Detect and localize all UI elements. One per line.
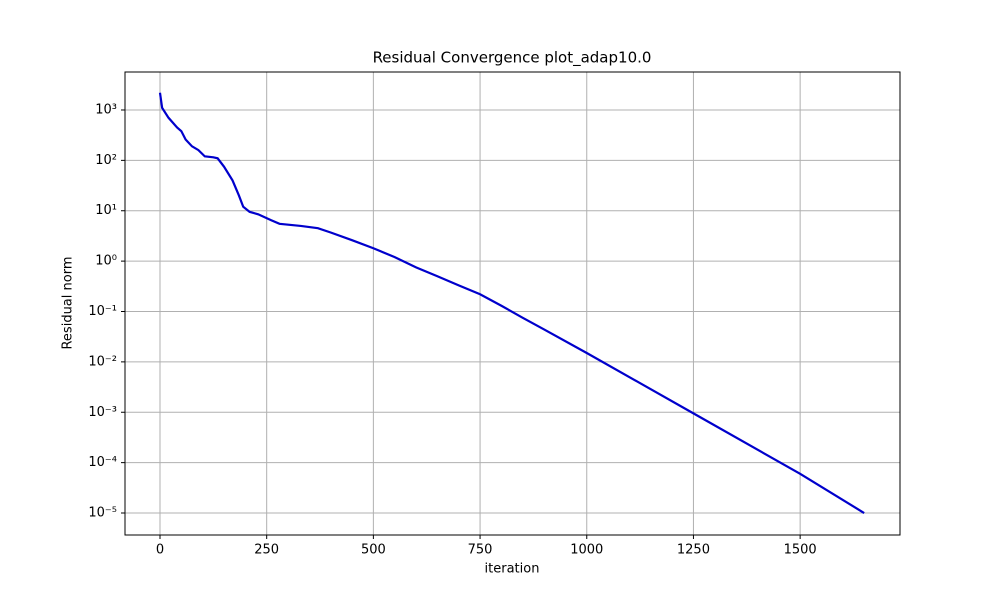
y-tick-label: 10⁰ [95,254,117,269]
x-tick-label: 500 [361,543,386,558]
chart-title: Residual Convergence plot_adap10.0 [373,49,652,68]
plot-frame [124,71,901,536]
y-axis-label: Residual norm [61,256,76,349]
y-tick-label: 10³ [95,102,117,117]
x-tick-label: 750 [468,543,493,558]
y-tick-label: 10⁻⁴ [88,455,117,470]
x-tick-label: 0 [156,543,164,558]
y-tick-label: 10¹ [95,203,117,218]
data-line [158,92,865,514]
x-tick-label: 1250 [677,543,710,558]
x-tick-label: 250 [254,543,279,558]
y-tick-label: 10⁻¹ [88,304,117,319]
y-tick-label: 10⁻² [88,354,117,369]
y-tick-label: 10⁻⁵ [88,506,117,521]
y-tick-label: 10⁻³ [88,405,117,420]
x-tick-label: 1500 [784,543,817,558]
x-tick-label: 1000 [570,543,603,558]
y-tick-label: 10² [95,153,117,168]
x-axis-label: iteration [485,562,540,577]
